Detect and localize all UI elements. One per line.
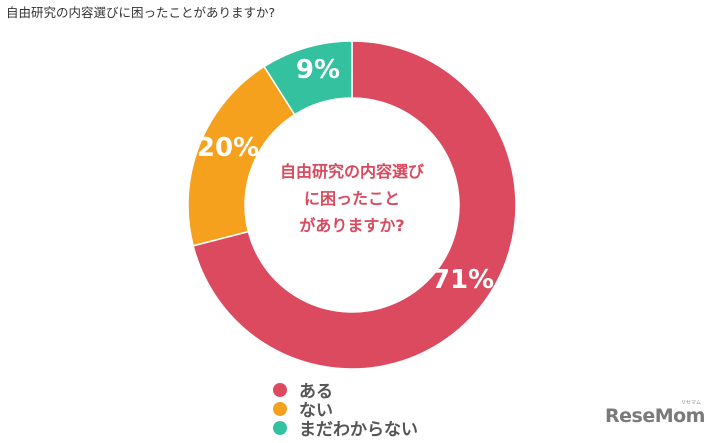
legend-item-undecided: まだわからない	[273, 418, 418, 440]
resemom-logo: ReseMom	[605, 405, 705, 427]
legend-dot-icon	[273, 382, 287, 397]
legend-item-yes: ある	[273, 380, 418, 402]
donut-center-label: 自由研究の内容選び に困ったこと がありますか?	[252, 158, 452, 239]
center-label-line-3: がありますか?	[299, 216, 405, 235]
slice-value-label: 71%	[432, 265, 494, 295]
legend-label: ある	[299, 382, 333, 402]
slice-value-label: 9%	[296, 55, 340, 85]
legend-label: まだわからない	[299, 420, 418, 440]
donut-slice-2	[263, 40, 353, 116]
slice-value-labels: 71% 20% 9%	[197, 55, 494, 295]
legend-dot-icon	[273, 401, 287, 416]
slice-value-label: 20%	[197, 133, 259, 163]
donut-slices	[187, 40, 517, 370]
center-label-line-2: に困ったこと	[303, 189, 400, 208]
page-title: 自由研究の内容選びに困ったことがありますか?	[6, 5, 276, 20]
watermark-subtext: リセマム	[681, 400, 702, 406]
legend-label: ない	[299, 401, 333, 421]
donut-slice-0	[192, 40, 517, 370]
center-label-line-1: 自由研究の内容選び	[279, 162, 424, 181]
legend-item-no: ない	[273, 399, 418, 421]
legend-dot-icon	[273, 420, 287, 435]
chart-legend: ある ない まだわからない	[273, 380, 418, 440]
